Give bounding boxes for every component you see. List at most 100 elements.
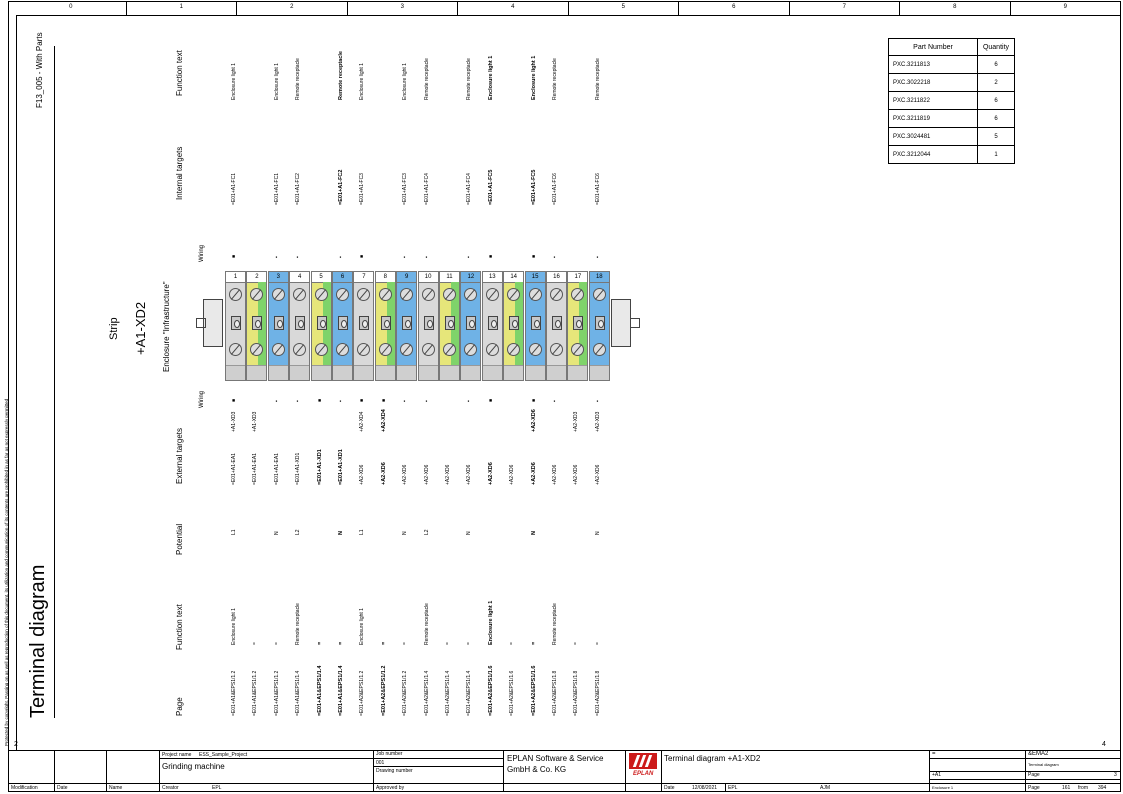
- screw-icon: [421, 343, 435, 356]
- company-line-1: EPLAN Software & Service: [507, 754, 604, 763]
- terminal[interactable]: 11: [439, 271, 460, 381]
- terminal-base: [482, 365, 502, 380]
- internal-target: =E01+A1-FC1: [231, 173, 237, 205]
- page-reference: =E01+A1&EPS1/1.2: [273, 670, 280, 716]
- prev-page-number[interactable]: 2: [14, 741, 18, 748]
- wiring-bottom-target: +A2-XD4: [380, 409, 387, 432]
- potential: N: [402, 531, 409, 535]
- screw-icon: [507, 343, 521, 356]
- wiring-top: ▪: [295, 256, 302, 258]
- clip-icon: [252, 316, 263, 330]
- parts-row: PXC.3024481 5: [888, 127, 1015, 146]
- parts-header-qty: Quantity: [977, 38, 1015, 56]
- potential: N: [338, 531, 344, 535]
- function-text-bottom: =: [573, 642, 580, 645]
- page-total: 394: [1098, 785, 1107, 791]
- clip-icon: [295, 316, 306, 330]
- terminal[interactable]: 15: [524, 271, 546, 381]
- page-reference: =E01+A1&EPS1/1.4: [338, 665, 344, 716]
- screw-icon: [550, 343, 563, 356]
- function-text-bottom: =: [509, 642, 516, 645]
- wiring-top: ▪: [338, 256, 344, 258]
- function-text-top: Remote receptacle: [466, 58, 473, 100]
- terminal[interactable]: 12: [460, 271, 482, 381]
- function-text-bottom: =: [445, 642, 451, 645]
- wiring-bottom: ■: [530, 398, 537, 402]
- screw-icon: [464, 343, 478, 356]
- wiring-bottom-target: +A2-XD3: [573, 411, 580, 432]
- terminal-number: 11: [440, 272, 459, 283]
- drawing-number-label: Drawing number: [376, 768, 413, 774]
- terminal-base: [333, 365, 352, 380]
- internal-target: =E01+A1-FC5: [530, 169, 537, 205]
- screw-icon: [485, 288, 499, 301]
- part-quantity: 5: [977, 127, 1015, 146]
- terminal[interactable]: 8: [374, 271, 396, 381]
- function-text-bottom: Remote receptacle: [423, 603, 430, 645]
- terminal-base: [440, 365, 459, 380]
- function-text-bottom: Remote receptacle: [552, 603, 558, 645]
- clip-icon: [316, 316, 327, 330]
- terminal[interactable]: 9: [396, 271, 418, 381]
- wiring-top: ■: [359, 254, 366, 258]
- terminal[interactable]: 6: [332, 271, 353, 381]
- external-target: +A2-XD6: [359, 464, 366, 485]
- function-text-top: Remote receptacle: [423, 58, 430, 100]
- page-total-number: 161: [1062, 785, 1071, 791]
- external-target: =E01+A1-XD1: [316, 449, 323, 485]
- part-number: PXC.3211813: [888, 55, 978, 74]
- row-label-internal: Internal targets: [175, 146, 184, 200]
- project-name: ESS_Sample_Project: [199, 752, 248, 758]
- terminal[interactable]: 3: [267, 271, 289, 381]
- document-sub: Terminal diagram: [1028, 762, 1059, 767]
- column-header-cell: 9: [1011, 1, 1121, 15]
- terminal[interactable]: 7: [353, 271, 375, 381]
- terminal[interactable]: 4: [289, 271, 311, 381]
- function-text-top: Enclosure light 1: [359, 63, 366, 100]
- wiring-top: ▪: [466, 256, 473, 258]
- company-line-2: GmbH & Co. KG: [507, 765, 567, 774]
- date-value: 12/08/2021: [692, 785, 718, 791]
- function-text-bottom: =: [273, 642, 280, 645]
- row-label-wiring-bottom: Wiring: [199, 390, 205, 408]
- wiring-top: ▪: [402, 256, 409, 258]
- terminal-base: [504, 365, 524, 380]
- wiring-bottom: ▪: [402, 400, 409, 402]
- clip-icon: [380, 316, 391, 330]
- terminal[interactable]: 2: [246, 271, 268, 381]
- screw-icon: [592, 288, 606, 301]
- page-reference: =E01+A2&EPS1/1.4: [466, 670, 473, 716]
- terminal[interactable]: 18: [588, 271, 610, 381]
- external-target: +A2-XD6: [530, 462, 537, 485]
- next-page-number[interactable]: 4: [1102, 741, 1106, 748]
- terminal-base: [311, 365, 331, 380]
- row-label-function-bottom: Function text: [175, 604, 184, 650]
- terminal-base: [418, 365, 438, 380]
- terminal[interactable]: 16: [546, 271, 567, 381]
- job-number-label: Job number: [376, 751, 403, 757]
- screw-icon: [229, 343, 242, 356]
- function-text-top: Remote receptacle: [594, 58, 601, 100]
- screw-icon: [293, 288, 307, 301]
- screw-icon: [271, 288, 285, 301]
- terminal[interactable]: 5: [310, 271, 332, 381]
- external-target: =E01+A1-EA1: [231, 453, 237, 485]
- external-target: +A2-XD6: [509, 464, 516, 485]
- potential: L2: [295, 529, 302, 535]
- terminal-number: 13: [482, 272, 502, 283]
- wiring-bottom: ▪: [594, 400, 601, 402]
- screw-icon: [229, 288, 242, 301]
- part-number: PXC.3024481: [888, 127, 978, 146]
- terminal-number: 12: [461, 272, 481, 283]
- wiring-bottom: ▪: [552, 400, 558, 402]
- wiring-bottom-target: +A1-XD3: [252, 411, 259, 432]
- internal-target: =E01+A1-FC6: [594, 173, 601, 205]
- terminal[interactable]: 10: [417, 271, 439, 381]
- terminal[interactable]: 14: [503, 271, 525, 381]
- name-label: Name: [109, 785, 123, 791]
- terminal[interactable]: 13: [481, 271, 503, 381]
- terminal-number: 6: [333, 272, 352, 283]
- terminal[interactable]: 17: [567, 271, 589, 381]
- terminal[interactable]: 1: [225, 271, 246, 381]
- eplan-logo-icon: [629, 753, 657, 769]
